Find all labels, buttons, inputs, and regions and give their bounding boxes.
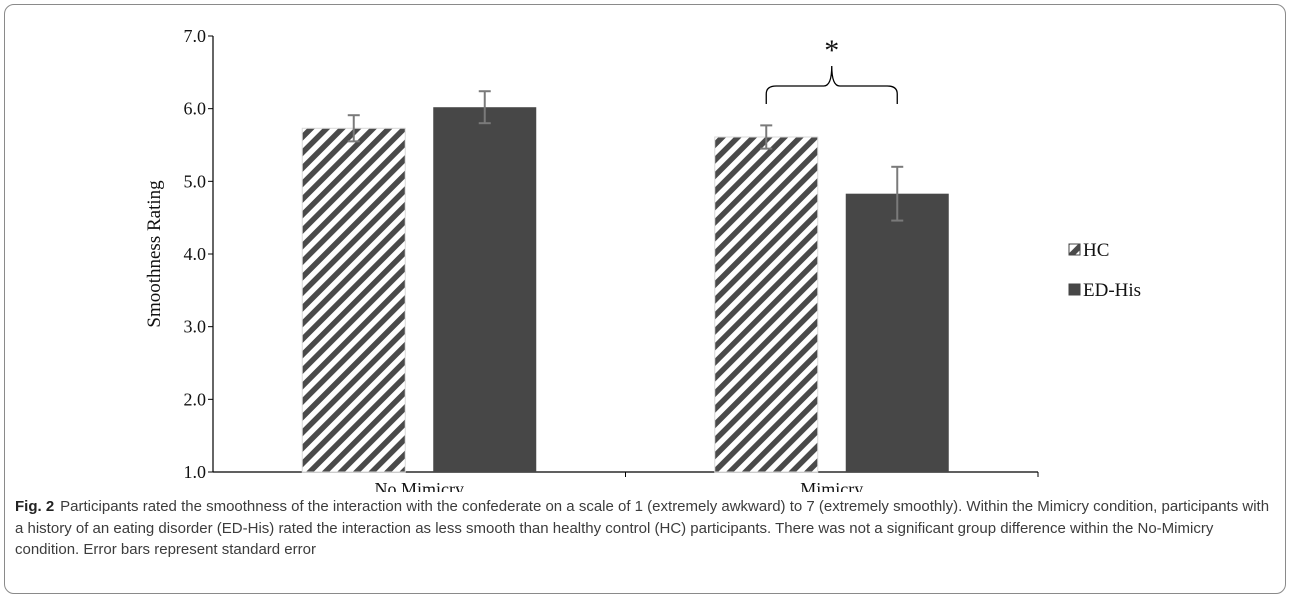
y-tick-label: 1.0 xyxy=(184,462,207,482)
bar-ed-his-mimicry xyxy=(845,193,949,473)
legend-swatch-hc xyxy=(1068,243,1081,256)
y-tick-label: 4.0 xyxy=(184,244,207,264)
legend-label: ED-His xyxy=(1083,280,1141,301)
significance-star: * xyxy=(824,34,839,67)
y-tick-label: 5.0 xyxy=(184,171,207,191)
legend-swatch-ed-his xyxy=(1068,283,1081,296)
bar-hc-mimicry xyxy=(714,136,819,473)
y-tick-label: 7.0 xyxy=(184,26,207,46)
error-bars xyxy=(347,90,904,222)
bar-ed-his-no-mimicry xyxy=(433,107,537,473)
figure-frame xyxy=(4,4,1286,594)
legend: HC ED-His xyxy=(1068,240,1141,301)
bar-chart: 1.0 2.0 3.0 4.0 5.0 6.0 7.0 Smoothness Rating No… xyxy=(144,26,1141,492)
y-tick-label: 6.0 xyxy=(184,99,207,119)
figure-caption: Fig. 2 Participants rated the smoothness … xyxy=(15,496,1277,561)
significance-annotation: * xyxy=(765,34,898,104)
y-axis-label: Smoothness Rating xyxy=(144,180,165,328)
legend-label: HC xyxy=(1083,240,1109,261)
x-tick-label: Mimicry xyxy=(800,479,863,492)
x-tick-label: No Mimicry xyxy=(375,479,465,492)
caption-text: Participants rated the smoothness of the… xyxy=(15,498,1270,558)
y-tick-label: 3.0 xyxy=(184,317,207,337)
significance-bracket xyxy=(765,65,898,104)
y-tick-label: 2.0 xyxy=(184,389,207,409)
bar-hc-no-mimicry xyxy=(301,127,406,473)
figure-label: Fig. 2 xyxy=(15,498,55,515)
bars xyxy=(301,107,949,473)
